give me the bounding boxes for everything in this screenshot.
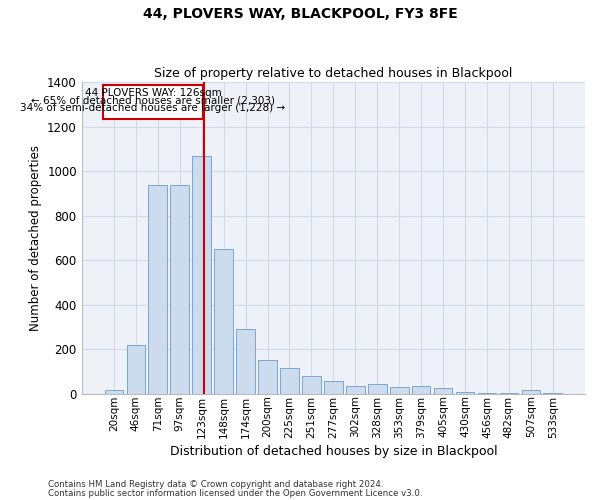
Bar: [478, 393, 496, 394]
Bar: [214, 249, 233, 394]
Bar: [280, 368, 299, 394]
Text: ← 65% of detached houses are smaller (2,303): ← 65% of detached houses are smaller (2,…: [31, 96, 275, 106]
Bar: [236, 330, 255, 394]
Bar: [127, 345, 145, 394]
Bar: [302, 376, 321, 394]
Text: 44, PLOVERS WAY, BLACKPOOL, FY3 8FE: 44, PLOVERS WAY, BLACKPOOL, FY3 8FE: [143, 8, 457, 22]
Bar: [434, 388, 452, 394]
Text: Contains public sector information licensed under the Open Government Licence v3: Contains public sector information licen…: [48, 489, 422, 498]
Bar: [455, 392, 475, 394]
Bar: [193, 156, 211, 394]
Text: Contains HM Land Registry data © Crown copyright and database right 2024.: Contains HM Land Registry data © Crown c…: [48, 480, 383, 489]
Bar: [346, 386, 365, 394]
X-axis label: Distribution of detached houses by size in Blackpool: Distribution of detached houses by size …: [170, 444, 497, 458]
Text: 44 PLOVERS WAY: 126sqm: 44 PLOVERS WAY: 126sqm: [85, 88, 221, 98]
Bar: [104, 390, 123, 394]
Bar: [412, 386, 430, 394]
Bar: [170, 184, 189, 394]
Bar: [148, 184, 167, 394]
Bar: [103, 84, 203, 119]
Bar: [390, 388, 409, 394]
Y-axis label: Number of detached properties: Number of detached properties: [29, 145, 41, 331]
Bar: [324, 380, 343, 394]
Bar: [544, 393, 562, 394]
Bar: [258, 360, 277, 394]
Bar: [368, 384, 386, 394]
Text: 34% of semi-detached houses are larger (1,228) →: 34% of semi-detached houses are larger (…: [20, 103, 286, 113]
Bar: [500, 393, 518, 394]
Bar: [521, 390, 540, 394]
Title: Size of property relative to detached houses in Blackpool: Size of property relative to detached ho…: [154, 66, 512, 80]
